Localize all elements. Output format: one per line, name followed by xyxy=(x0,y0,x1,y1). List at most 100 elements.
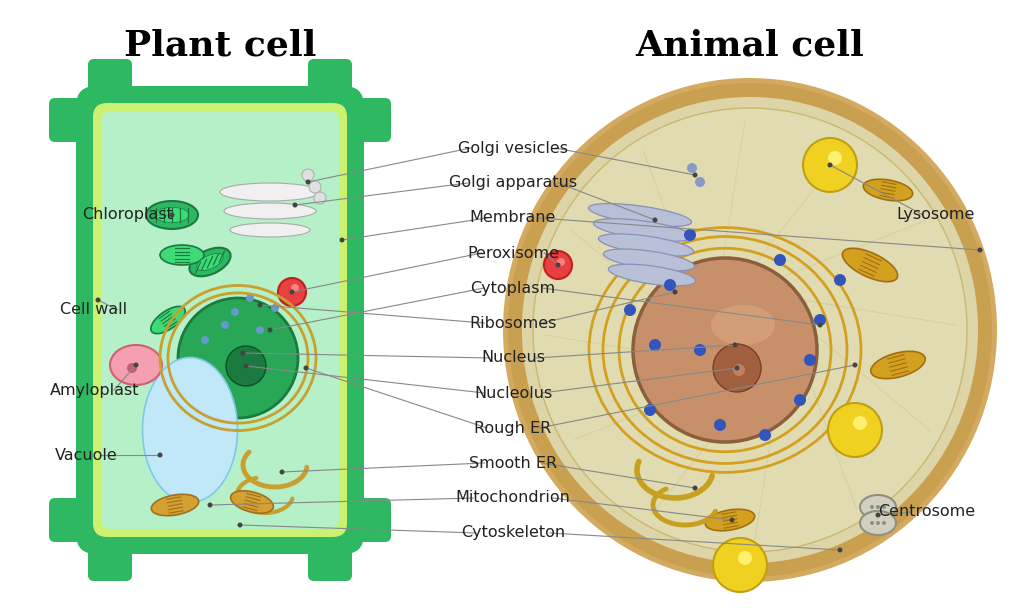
Circle shape xyxy=(834,274,846,286)
Circle shape xyxy=(729,517,734,523)
Circle shape xyxy=(309,181,321,193)
Ellipse shape xyxy=(152,494,199,516)
FancyBboxPatch shape xyxy=(93,103,347,537)
Text: Plant cell: Plant cell xyxy=(124,28,316,62)
Circle shape xyxy=(882,505,886,509)
Circle shape xyxy=(713,344,761,392)
Text: Membrane: Membrane xyxy=(470,210,556,226)
Circle shape xyxy=(95,298,100,303)
Circle shape xyxy=(978,247,982,253)
Ellipse shape xyxy=(151,306,185,333)
Text: Golgi vesicles: Golgi vesicles xyxy=(458,140,568,156)
Ellipse shape xyxy=(598,234,693,256)
Circle shape xyxy=(876,521,880,525)
Circle shape xyxy=(221,321,229,329)
Circle shape xyxy=(241,351,246,355)
Circle shape xyxy=(170,213,174,218)
Circle shape xyxy=(555,263,560,268)
Circle shape xyxy=(256,326,264,334)
Circle shape xyxy=(246,294,254,302)
Text: Lysosome: Lysosome xyxy=(897,207,975,223)
Circle shape xyxy=(876,505,880,509)
Ellipse shape xyxy=(589,204,691,226)
FancyBboxPatch shape xyxy=(308,59,352,126)
Circle shape xyxy=(733,364,745,376)
Ellipse shape xyxy=(197,253,223,271)
Circle shape xyxy=(684,229,696,241)
Ellipse shape xyxy=(220,183,319,201)
FancyBboxPatch shape xyxy=(101,111,339,529)
Ellipse shape xyxy=(608,264,695,286)
Circle shape xyxy=(127,363,137,373)
Circle shape xyxy=(291,284,299,292)
Circle shape xyxy=(178,298,298,418)
Circle shape xyxy=(231,308,239,316)
Circle shape xyxy=(687,163,697,173)
Text: Golgi apparatus: Golgi apparatus xyxy=(449,175,578,191)
Circle shape xyxy=(794,394,806,406)
Circle shape xyxy=(695,177,705,187)
Ellipse shape xyxy=(503,78,997,582)
Circle shape xyxy=(238,523,243,528)
Circle shape xyxy=(838,547,843,552)
Ellipse shape xyxy=(160,245,204,265)
Circle shape xyxy=(303,365,308,370)
Circle shape xyxy=(624,304,636,316)
Ellipse shape xyxy=(110,345,162,385)
Circle shape xyxy=(713,538,767,592)
Text: Amyloplast: Amyloplast xyxy=(50,383,139,397)
Circle shape xyxy=(734,365,739,370)
Text: Nucleolus: Nucleolus xyxy=(474,386,552,400)
Circle shape xyxy=(302,169,314,181)
Ellipse shape xyxy=(860,495,896,519)
Text: Chloroplast: Chloroplast xyxy=(82,207,173,223)
Circle shape xyxy=(133,362,138,368)
Circle shape xyxy=(803,138,857,192)
Text: Smooth ER: Smooth ER xyxy=(469,456,557,470)
Circle shape xyxy=(732,343,737,347)
Ellipse shape xyxy=(189,248,230,276)
Circle shape xyxy=(314,192,326,204)
Ellipse shape xyxy=(230,223,310,237)
Circle shape xyxy=(280,469,285,475)
Ellipse shape xyxy=(870,351,926,379)
Ellipse shape xyxy=(534,108,967,552)
FancyBboxPatch shape xyxy=(76,86,364,554)
Ellipse shape xyxy=(224,203,316,219)
Circle shape xyxy=(714,419,726,431)
Text: Cytoplasm: Cytoplasm xyxy=(470,280,556,295)
Circle shape xyxy=(870,521,874,525)
Text: Mitochondrion: Mitochondrion xyxy=(456,491,570,506)
Circle shape xyxy=(305,180,310,184)
Text: Vacuole: Vacuole xyxy=(55,448,118,462)
Circle shape xyxy=(201,336,209,344)
Circle shape xyxy=(557,258,565,266)
Ellipse shape xyxy=(843,248,898,282)
Circle shape xyxy=(664,279,676,291)
Text: Cytoskeleton: Cytoskeleton xyxy=(461,525,565,541)
FancyBboxPatch shape xyxy=(49,98,116,142)
Circle shape xyxy=(673,290,678,295)
Circle shape xyxy=(158,453,163,458)
Circle shape xyxy=(208,502,213,507)
Text: Ribosomes: Ribosomes xyxy=(469,315,557,330)
Ellipse shape xyxy=(860,511,896,535)
Circle shape xyxy=(804,354,816,366)
Ellipse shape xyxy=(706,509,755,531)
Circle shape xyxy=(271,304,279,312)
Text: Centrosome: Centrosome xyxy=(878,504,975,520)
Circle shape xyxy=(853,362,857,368)
Circle shape xyxy=(738,551,752,565)
Circle shape xyxy=(828,151,842,165)
Circle shape xyxy=(340,237,344,242)
Text: Peroxisome: Peroxisome xyxy=(467,245,559,261)
Circle shape xyxy=(644,404,656,416)
Circle shape xyxy=(278,278,306,306)
Circle shape xyxy=(290,290,295,295)
Ellipse shape xyxy=(711,305,775,345)
Circle shape xyxy=(633,258,817,442)
Circle shape xyxy=(244,363,249,368)
Circle shape xyxy=(876,512,881,517)
Circle shape xyxy=(257,303,262,308)
Circle shape xyxy=(226,346,266,386)
